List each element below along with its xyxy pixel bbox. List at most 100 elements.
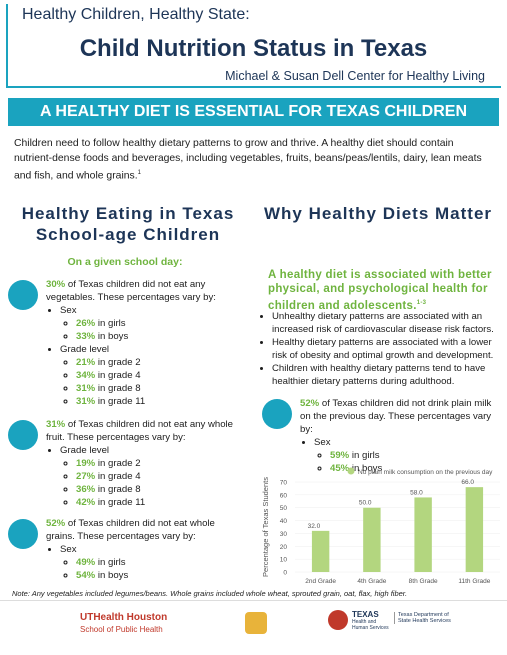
items: 59% in girls45% in boys bbox=[314, 449, 500, 475]
group-label: Sex bbox=[60, 305, 77, 316]
intro: Children need to follow healthy dietary … bbox=[14, 136, 494, 183]
groups: Sex59% in girls45% in boys bbox=[300, 436, 500, 475]
items: 26% in girls33% in boys bbox=[60, 317, 246, 343]
bar bbox=[414, 497, 432, 572]
bullet: Unhealthy dietary patterns are associate… bbox=[272, 310, 498, 336]
group: Grade level21% in grade 234% in grade 43… bbox=[60, 343, 246, 408]
bar bbox=[311, 530, 330, 572]
item-text: in grade 11 bbox=[95, 396, 146, 407]
percent: 30% bbox=[46, 279, 66, 290]
group-label: Grade level bbox=[60, 344, 110, 355]
stat-block: 52% of Texas children did not drink plai… bbox=[300, 397, 500, 475]
percent: 42% bbox=[76, 497, 96, 508]
stat-block: 52% of Texas children did not eat whole … bbox=[46, 517, 246, 582]
item: 49% in girls bbox=[76, 556, 246, 569]
percent: 27% bbox=[76, 471, 96, 482]
percent: 26% bbox=[76, 318, 96, 329]
percent: 59% bbox=[330, 450, 350, 461]
stat-block: 31% of Texas children did not eat any wh… bbox=[46, 418, 246, 509]
y-tick-label: 50 bbox=[280, 505, 288, 512]
stat-text: 31% of Texas children did not eat any wh… bbox=[46, 418, 246, 444]
group: Sex49% in girls54% in boys bbox=[60, 543, 246, 582]
y-tick-label: 60 bbox=[280, 492, 288, 499]
item-text: in grade 8 bbox=[95, 383, 141, 394]
percent: 45% bbox=[330, 463, 350, 474]
item: 27% in grade 4 bbox=[76, 470, 246, 483]
header-frame bbox=[6, 4, 501, 88]
item: 45% in boys bbox=[330, 462, 500, 475]
y-tick-label: 0 bbox=[283, 570, 287, 577]
item-text: in boys bbox=[95, 331, 129, 342]
items: 49% in girls54% in boys bbox=[60, 556, 246, 582]
items: 19% in grade 227% in grade 436% in grade… bbox=[60, 457, 246, 509]
chart: No plain milk consumption on the previou… bbox=[261, 467, 500, 585]
item: 36% in grade 8 bbox=[76, 483, 246, 496]
bullet: Children with healthy dietary patterns t… bbox=[272, 362, 498, 388]
org: Michael & Susan Dell Center for Healthy … bbox=[225, 69, 485, 83]
percent: 34% bbox=[76, 370, 96, 381]
value-label: 58.0 bbox=[410, 489, 423, 496]
group: Sex26% in girls33% in boys bbox=[60, 304, 246, 343]
groups: Grade level19% in grade 227% in grade 43… bbox=[46, 444, 246, 509]
percent: 36% bbox=[76, 484, 96, 495]
percent: 52% bbox=[46, 518, 66, 529]
item-text: in grade 2 bbox=[95, 357, 141, 368]
lead-text: A healthy diet is associated with better… bbox=[268, 269, 492, 312]
item-text: in girls bbox=[349, 450, 380, 461]
footer bbox=[0, 600, 507, 655]
bar bbox=[363, 507, 381, 572]
item-text: in grade 4 bbox=[95, 370, 141, 381]
item-text: in grade 2 bbox=[95, 458, 141, 469]
items: 21% in grade 234% in grade 431% in grade… bbox=[60, 356, 246, 408]
item: 31% in grade 8 bbox=[76, 382, 246, 395]
item: 21% in grade 2 bbox=[76, 356, 246, 369]
text: of Texas children did not eat any whole … bbox=[46, 419, 234, 443]
y-tick-label: 30 bbox=[280, 531, 288, 538]
right-lead: A healthy diet is associated with better… bbox=[268, 268, 500, 313]
group-label: Sex bbox=[314, 437, 331, 448]
percent: 54% bbox=[76, 570, 96, 581]
item: 31% in grade 11 bbox=[76, 395, 246, 408]
item: 33% in boys bbox=[76, 330, 246, 343]
legend-marker bbox=[347, 467, 355, 475]
bullets: Unhealthy dietary patterns are associate… bbox=[258, 310, 498, 388]
ref: 1 bbox=[137, 170, 141, 176]
x-tick-label: 11th Grade bbox=[458, 578, 490, 585]
group-label: Grade level bbox=[60, 445, 110, 456]
text: of Texas children did not eat any vegeta… bbox=[46, 279, 216, 303]
value-label: 66.0 bbox=[461, 479, 474, 486]
item-text: in girls bbox=[95, 318, 126, 329]
percent: 31% bbox=[46, 419, 66, 430]
groups: Sex49% in girls54% in boys bbox=[46, 543, 246, 582]
item-text: in grade 4 bbox=[95, 471, 141, 482]
intro-text: Children need to follow healthy dietary … bbox=[14, 138, 482, 182]
seal bbox=[328, 610, 348, 630]
y-tick-label: 70 bbox=[280, 480, 288, 487]
percent: 19% bbox=[76, 458, 96, 469]
ref: 1-3 bbox=[416, 300, 427, 306]
item: 42% in grade 11 bbox=[76, 496, 246, 509]
text: of Texas children did not eat whole grai… bbox=[46, 518, 215, 542]
item: 26% in girls bbox=[76, 317, 246, 330]
item-text: in grade 8 bbox=[95, 484, 141, 495]
legend-label: No plain milk consumption on the previou… bbox=[358, 469, 493, 476]
icon bbox=[8, 519, 38, 549]
item: 54% in boys bbox=[76, 569, 246, 582]
note: Note: Any vegetables included legumes/be… bbox=[12, 589, 408, 598]
subheading: On a given school day: bbox=[67, 256, 183, 268]
logo1-sub: School of Public Health bbox=[80, 625, 163, 634]
stat-block: 30% of Texas children did not eat any ve… bbox=[46, 278, 246, 408]
logo-icon bbox=[245, 612, 267, 634]
item-text: in girls bbox=[95, 557, 126, 568]
group-label: Sex bbox=[60, 544, 77, 555]
stat-text: 30% of Texas children did not eat any ve… bbox=[46, 278, 246, 304]
item-text: in boys bbox=[349, 463, 383, 474]
percent: 52% bbox=[300, 398, 320, 409]
group: Grade level19% in grade 227% in grade 43… bbox=[60, 444, 246, 509]
logo1: UTHealth Houston bbox=[80, 612, 168, 623]
y-tick-label: 40 bbox=[280, 518, 288, 525]
icon bbox=[8, 420, 38, 450]
icon bbox=[8, 280, 38, 310]
percent: 49% bbox=[76, 557, 96, 568]
group: Sex59% in girls45% in boys bbox=[314, 436, 500, 475]
